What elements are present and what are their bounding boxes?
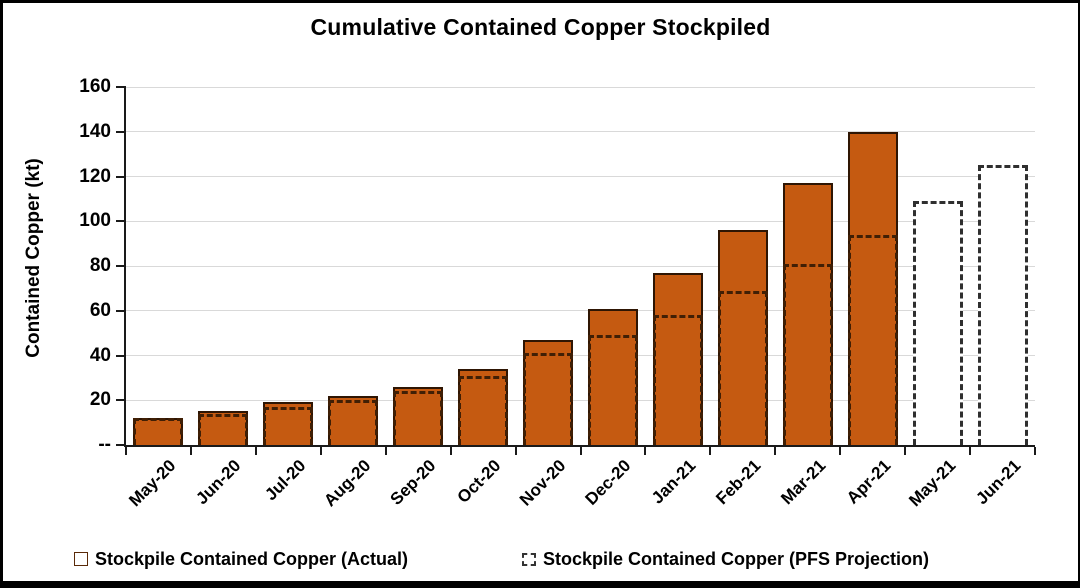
projection-bar — [977, 165, 1028, 445]
x-axis-tick — [319, 447, 322, 455]
projection-bar-overlay — [847, 234, 898, 445]
y-axis-tick — [116, 309, 126, 312]
y-axis-tick — [116, 354, 126, 357]
y-tick-label: 60 — [89, 299, 111, 321]
x-axis-tick — [384, 447, 387, 455]
y-tick-label: 80 — [89, 255, 111, 276]
projection-bar-overlay — [782, 263, 833, 445]
chart-title: Cumulative Contained Copper Stockpiled — [310, 14, 771, 40]
y-axis-tick — [116, 86, 126, 88]
gridline — [126, 399, 1035, 401]
legend-item-actual: Stockpile Contained Copper (Actual) — [74, 548, 408, 570]
projection-bar-overlay — [393, 391, 444, 445]
projection-bar-overlay — [717, 290, 768, 445]
gridline — [126, 355, 1035, 356]
legend-label-projection: Stockpile Contained Copper (PFS Projecti… — [543, 548, 930, 569]
projection-bar-overlay — [458, 375, 509, 445]
x-axis-tick — [579, 447, 582, 455]
y-axis-tick — [116, 220, 126, 223]
x-axis-tick — [189, 447, 192, 455]
y-tick-label: 120 — [79, 165, 111, 187]
legend-item-projection: Stockpile Contained Copper (PFS Projecti… — [522, 548, 929, 570]
x-axis-tick — [254, 447, 257, 455]
x-axis-tick — [969, 447, 972, 455]
gridline — [126, 220, 1035, 222]
projection-bar-overlay — [652, 315, 703, 445]
y-tick-label: 100 — [79, 210, 111, 232]
y-axis-tick — [116, 399, 126, 402]
y-tick-label: -- — [98, 434, 111, 455]
x-axis-tick — [514, 447, 517, 455]
x-axis-tick — [449, 447, 452, 455]
projection-bar-overlay — [133, 418, 184, 445]
gridline — [126, 131, 1035, 133]
x-axis-tick — [709, 447, 712, 455]
actual-bar — [523, 339, 574, 445]
y-tick-label: 140 — [79, 120, 111, 142]
plot-area: -- 20 40 60 80 100 120 140 160 May-20 Jun-20 Jul-20… — [3, 3, 1078, 581]
projection-bar-overlay — [263, 406, 314, 445]
projection-bar-overlay — [523, 353, 574, 445]
projection-series-swatch-icon — [522, 552, 536, 566]
projection-bar-overlay — [328, 400, 379, 445]
y-tick-label: 40 — [89, 344, 111, 366]
projection-bar-overlay — [587, 335, 638, 445]
x-axis-tick — [644, 447, 647, 455]
y-tick-label: 160 — [79, 76, 111, 97]
x-axis-tick — [839, 447, 842, 455]
y-axis-line — [124, 87, 126, 447]
y-axis-tick — [116, 175, 126, 178]
x-axis-tick — [774, 447, 777, 455]
x-axis-tick — [125, 447, 127, 455]
gridline — [126, 265, 1035, 267]
gridline — [126, 86, 1035, 88]
legend-label-actual: Stockpile Contained Copper (Actual) — [95, 548, 409, 569]
projection-bar-overlay — [198, 413, 249, 445]
x-axis-tick — [1034, 447, 1036, 455]
actual-bar — [782, 183, 833, 445]
gridline — [126, 176, 1035, 177]
y-tick-label: 20 — [89, 389, 111, 411]
x-axis-line — [124, 445, 1035, 447]
y-axis-tick — [116, 130, 126, 133]
x-axis-tick — [904, 447, 907, 455]
projection-bar — [912, 201, 963, 445]
actual-series-swatch-icon — [74, 552, 88, 566]
y-axis-tick — [116, 265, 126, 267]
y-axis-tick — [116, 444, 126, 446]
gridline — [126, 310, 1035, 312]
